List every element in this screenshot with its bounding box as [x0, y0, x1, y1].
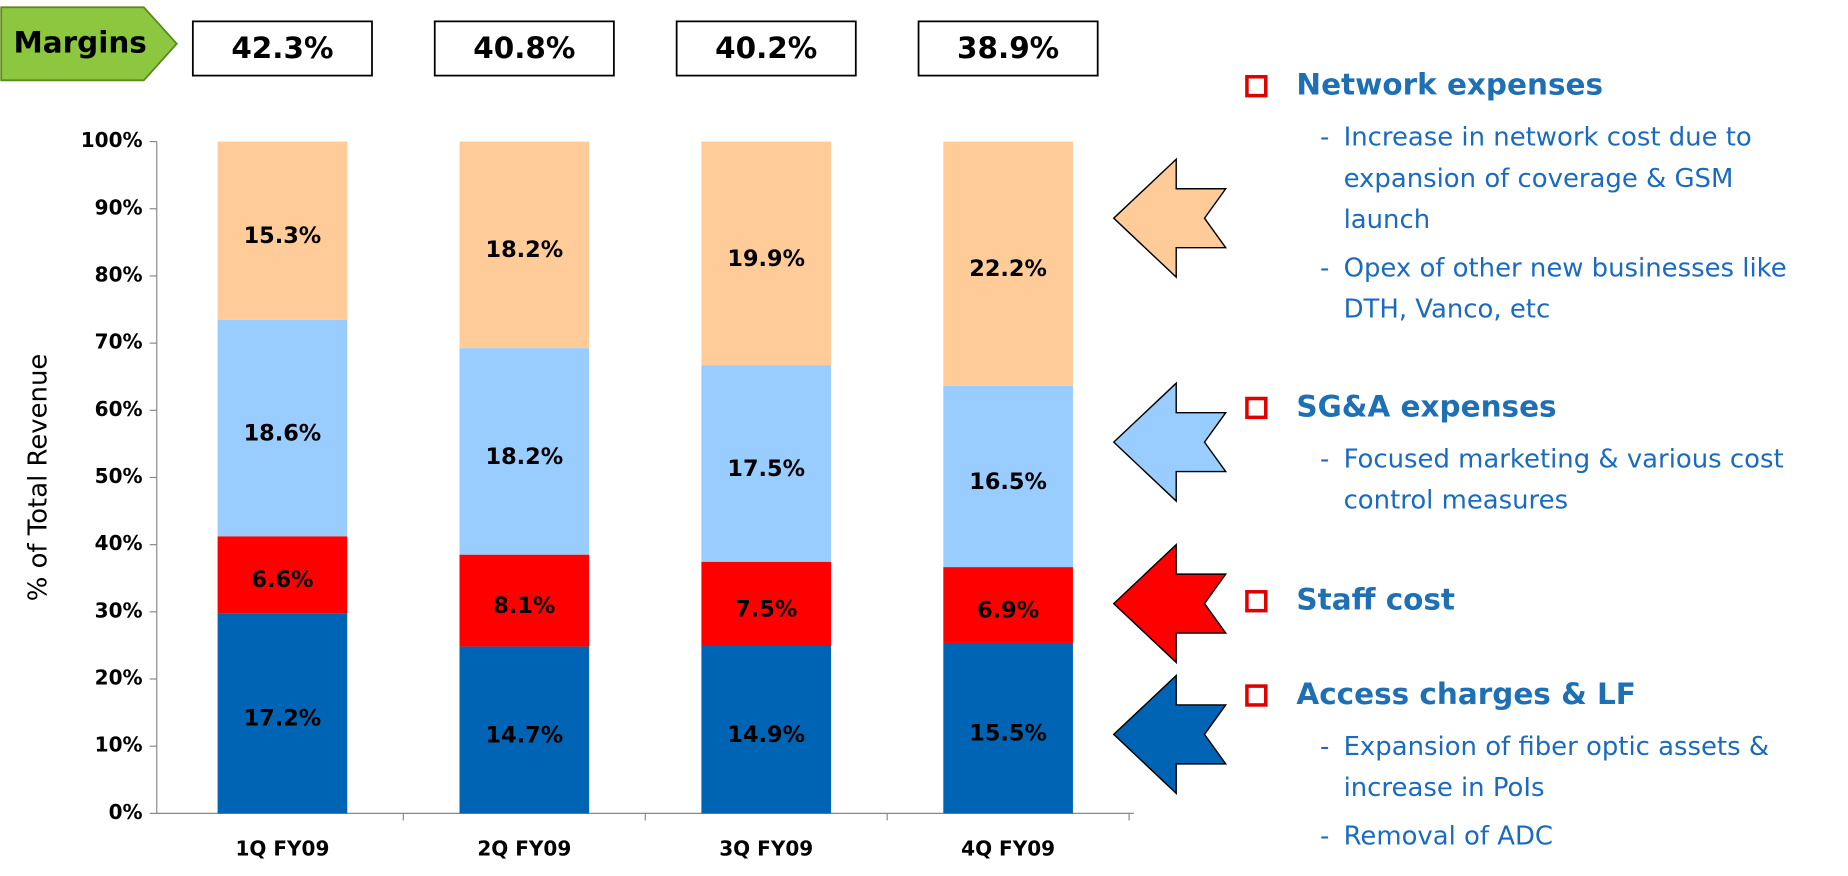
note-item: expansion of coverage & GSM [1344, 164, 1734, 194]
y-tick-label: 100% [81, 128, 143, 152]
bullet [1245, 684, 1268, 707]
bar-segment [217, 613, 348, 814]
segment-label: 16.5% [969, 469, 1047, 495]
note-item: Opex of other new businesses like [1344, 253, 1787, 283]
arrow [1112, 543, 1228, 665]
y-tick-label: 50% [95, 464, 143, 488]
note-item: Increase in network cost due to [1344, 123, 1752, 153]
bar-segment [943, 141, 1073, 386]
segment-label: 15.3% [244, 223, 322, 249]
bar-segment [217, 536, 348, 614]
bar-segment [943, 642, 1073, 814]
y-tick-label: 10% [95, 733, 143, 757]
segment-label: 17.2% [244, 706, 322, 732]
margin-value: 38.9% [957, 31, 1059, 65]
y-tick-label: 70% [95, 330, 143, 354]
dash: - [1320, 123, 1329, 153]
bar-segment [701, 645, 832, 814]
segment-label: 17.5% [727, 456, 805, 482]
bullet [1245, 75, 1268, 98]
note-heading: Network expenses [1296, 68, 1603, 102]
segment-label: 19.9% [727, 246, 805, 272]
segment-label: 15.5% [969, 721, 1047, 747]
margin-value: 42.3% [231, 31, 333, 65]
note-item: control measures [1344, 486, 1569, 516]
bar-segment [701, 365, 832, 562]
note-heading: Access charges & LF [1296, 677, 1636, 711]
segment-label: 8.1% [493, 593, 555, 619]
bar-segment [943, 385, 1073, 568]
note-item: Removal of ADC [1344, 821, 1553, 851]
y-tick-label: 30% [95, 598, 143, 622]
y-tick-label: 80% [95, 262, 143, 286]
segment-label: 18.6% [244, 420, 322, 446]
segment-label: 7.5% [735, 596, 797, 622]
margin-value: 40.2% [715, 31, 817, 65]
segment-label: 6.6% [251, 567, 313, 593]
x-tick-label: 1Q FY09 [235, 836, 329, 860]
segment-label: 18.2% [486, 237, 564, 263]
bar-segment [943, 567, 1073, 643]
dash: - [1320, 253, 1329, 283]
segment-label: 6.9% [977, 597, 1039, 623]
x-tick-label: 2Q FY09 [477, 836, 571, 860]
margins-badge [0, 6, 178, 82]
x-tick-label: 4Q FY09 [961, 836, 1055, 860]
bar-segment [459, 646, 590, 814]
y-tick-label: 60% [95, 397, 143, 421]
y-tick-label: 90% [95, 195, 143, 219]
note-item: increase in PoIs [1344, 773, 1545, 803]
dash: - [1320, 444, 1329, 474]
bar-segment [701, 561, 832, 646]
margin-box [191, 20, 373, 77]
arrow [1112, 673, 1228, 795]
note-item: launch [1344, 205, 1431, 235]
dash: - [1320, 821, 1329, 851]
segment-label: 14.9% [727, 722, 805, 748]
bar-segment [217, 141, 348, 320]
margin-value: 40.8% [473, 31, 575, 65]
note-item: DTH, Vanco, etc [1344, 295, 1551, 325]
bar-segment [217, 319, 348, 537]
y-tick-label: 40% [95, 531, 143, 555]
dash: - [1320, 732, 1329, 762]
arrow [1112, 381, 1228, 503]
y-tick-label: 20% [95, 666, 143, 690]
x-tick-label: 3Q FY09 [719, 836, 813, 860]
segment-label: 18.2% [486, 444, 564, 470]
margins-label: Margins [13, 25, 146, 59]
bar-segment [459, 554, 590, 647]
segment-label: 22.2% [969, 256, 1047, 282]
note-heading: SG&A expenses [1296, 389, 1556, 423]
segment-label: 14.7% [486, 722, 564, 748]
y-axis-label: % of Total Revenue [23, 354, 53, 602]
note-heading: Staff cost [1296, 583, 1455, 617]
margin-box [917, 20, 1099, 77]
bar-segment [701, 141, 832, 366]
margin-box [675, 20, 857, 77]
note-item: Focused marketing & various cost [1344, 444, 1784, 474]
bullet [1245, 590, 1268, 613]
y-tick-label: 0% [109, 800, 143, 824]
bullet [1245, 396, 1268, 420]
note-item: Expansion of fiber optic assets & [1344, 732, 1769, 762]
bar-segment [459, 348, 590, 555]
arrow [1112, 157, 1228, 279]
margin-box [433, 20, 615, 77]
bar-segment [459, 141, 590, 349]
